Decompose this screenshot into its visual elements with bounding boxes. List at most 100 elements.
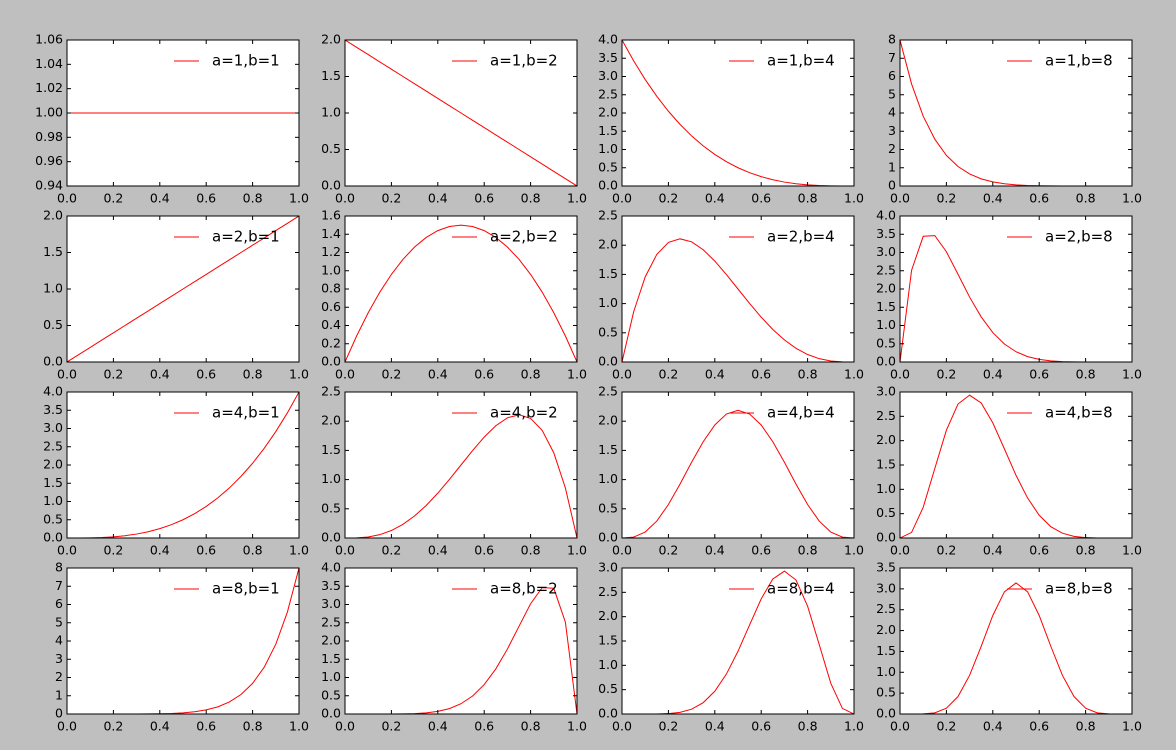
- x-tick-label: 0.2: [103, 191, 123, 206]
- x-tick-label: 0.6: [1029, 543, 1049, 558]
- y-tick-label: 0.0: [598, 354, 618, 369]
- y-tick-label: 1.0: [43, 493, 63, 508]
- y-tick-label: 0.5: [598, 159, 618, 174]
- y-tick-label: 0.5: [321, 687, 341, 702]
- x-tick-label: 1.0: [567, 543, 587, 558]
- y-tick-label: 7: [55, 578, 63, 593]
- y-tick-label: 2.5: [43, 438, 63, 453]
- x-tick-label: 0.4: [428, 191, 448, 206]
- plot-area: [622, 568, 854, 714]
- subplot: 0.0 0.2 0.4 0.6 0.8 1.0 0.0 0.5 1.0 1.5 2.0 2.5 3.0 3…: [876, 208, 1142, 382]
- plot-area: [67, 568, 299, 714]
- x-tick-label: 0.0: [890, 191, 910, 206]
- y-tick-label: 1.5: [321, 651, 341, 666]
- y-tick-label: 1.06: [35, 32, 63, 47]
- x-tick-label: 0.4: [983, 367, 1003, 382]
- y-tick-label: 2.0: [321, 633, 341, 648]
- y-tick-label: 0.94: [35, 178, 63, 193]
- y-tick-label: 0.5: [876, 335, 896, 350]
- plot-area: [900, 392, 1132, 538]
- y-tick-label: 1.0: [598, 471, 618, 486]
- y-tick-label: 0.0: [43, 354, 63, 369]
- y-tick-label: 4.0: [598, 32, 618, 47]
- x-tick-label: 0.6: [196, 543, 216, 558]
- plot-frame: [621, 39, 855, 187]
- y-tick-label: 1.04: [35, 56, 63, 71]
- y-tick-label: 2.5: [321, 614, 341, 629]
- legend-label: a=8,b=4: [767, 580, 835, 598]
- y-tick-label: 7: [888, 50, 896, 65]
- y-tick-label: 1.00: [35, 105, 63, 120]
- legend-label: a=2,b=1: [212, 228, 280, 246]
- x-tick-label: 0.2: [103, 367, 123, 382]
- y-tick-label: 0.4: [321, 317, 341, 332]
- y-tick-label: 2.5: [598, 384, 618, 399]
- data-line: [345, 40, 577, 186]
- y-tick-label: 0.0: [321, 530, 341, 545]
- x-tick-label: 0.4: [428, 719, 448, 734]
- plot-area: [900, 568, 1132, 714]
- x-tick-label: 0.2: [658, 367, 678, 382]
- x-tick-label: 0.4: [983, 543, 1003, 558]
- x-tick-label: 0.6: [751, 719, 771, 734]
- x-tick-label: 0.6: [474, 543, 494, 558]
- y-tick-label: 0.0: [43, 530, 63, 545]
- y-tick-label: 0.5: [43, 317, 63, 332]
- x-tick-label: 0.0: [335, 543, 355, 558]
- y-tick-label: 3: [55, 651, 63, 666]
- x-tick-label: 0.4: [705, 367, 725, 382]
- y-tick-label: 2.0: [43, 457, 63, 472]
- y-tick-label: 3: [888, 123, 896, 138]
- y-tick-label: 0: [55, 706, 63, 721]
- plot-frame: [344, 215, 578, 363]
- x-tick-label: 0.4: [428, 367, 448, 382]
- legend-label: a=2,b=2: [490, 228, 558, 246]
- y-tick-label: 4.0: [321, 560, 341, 575]
- y-tick-label: 1.0: [321, 669, 341, 684]
- y-tick-label: 2.5: [876, 262, 896, 277]
- y-tick-label: 1.02: [35, 80, 63, 95]
- y-tick-label: 1.5: [598, 633, 618, 648]
- y-tick-label: 0.5: [43, 511, 63, 526]
- y-tick-label: 0.5: [598, 324, 618, 339]
- plot-frame: [66, 215, 300, 363]
- y-tick-label: 0.96: [35, 153, 63, 168]
- legend-label: a=8,b=8: [1045, 580, 1113, 598]
- subplot: 0.0 0.2 0.4 0.6 0.8 1.0 0.0 0.5 1.0 1.5 2.0 2.5 3.0 3…: [598, 32, 864, 206]
- y-tick-label: 0.5: [876, 685, 896, 700]
- x-tick-label: 0.6: [751, 367, 771, 382]
- y-tick-label: 1.0: [321, 262, 341, 277]
- x-tick-label: 0.8: [1076, 367, 1096, 382]
- y-tick-label: 1.5: [876, 457, 896, 472]
- legend-label: a=2,b=8: [1045, 228, 1113, 246]
- y-tick-label: 3.5: [321, 578, 341, 593]
- subplot: 0.0 0.2 0.4 0.6 0.8 1.0 0.0 0.5 1.0 1.5 2.0 2.5 3.0 3…: [321, 560, 587, 734]
- y-tick-label: 2.0: [876, 281, 896, 296]
- y-tick-label: 1.2: [321, 244, 341, 259]
- x-tick-label: 1.0: [567, 367, 587, 382]
- x-tick-label: 0.8: [521, 191, 541, 206]
- x-tick-label: 1.0: [1122, 191, 1142, 206]
- y-tick-label: 1.5: [321, 442, 341, 457]
- y-tick-label: 1.5: [43, 475, 63, 490]
- data-line: [67, 392, 299, 538]
- data-line: [622, 40, 854, 186]
- x-tick-label: 0.0: [612, 719, 632, 734]
- subplot: 0.0 0.2 0.4 0.6 0.8 1.0 0.0 0.5 1.0 1.5 2.0 2.5 a=4,…: [321, 384, 587, 558]
- x-tick-label: 0.0: [612, 191, 632, 206]
- plot-frame: [899, 39, 1133, 187]
- y-tick-label: 1.0: [598, 657, 618, 672]
- y-tick-label: 1.5: [43, 244, 63, 259]
- y-tick-label: 0.5: [321, 500, 341, 515]
- data-line: [67, 568, 299, 714]
- y-tick-label: 3.0: [321, 596, 341, 611]
- y-tick-label: 0.98: [35, 129, 63, 144]
- x-tick-label: 1.0: [289, 191, 309, 206]
- x-tick-label: 0.0: [57, 543, 77, 558]
- y-tick-label: 1.0: [598, 141, 618, 156]
- y-tick-label: 0.6: [321, 299, 341, 314]
- x-tick-label: 0.2: [381, 543, 401, 558]
- y-tick-label: 4: [55, 633, 63, 648]
- x-tick-label: 0.0: [612, 543, 632, 558]
- x-tick-label: 0.2: [381, 367, 401, 382]
